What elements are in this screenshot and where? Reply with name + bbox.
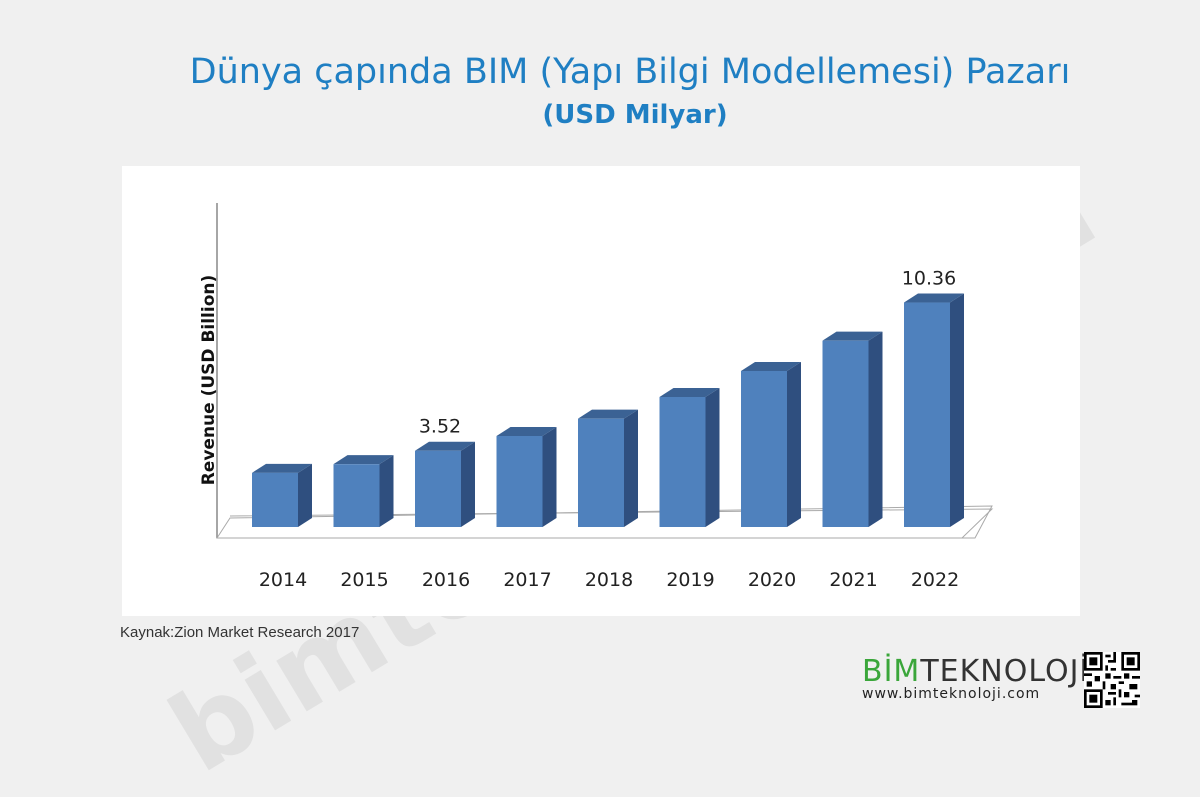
bar-side-2014: [298, 463, 312, 527]
x-tick-label-2022: 2022: [911, 569, 959, 591]
bar-side-2016: [461, 441, 475, 527]
data-label-2022: 10.36: [902, 268, 956, 290]
bar-chart: 2014 2015 2016 3.52 2017 2018 2019 2020 2021 2022…: [199, 203, 994, 591]
source-note: Kaynak:Zion Market Research 2017: [120, 624, 360, 641]
y-axis-label: Revenue (USD Billion): [199, 275, 219, 486]
bar-2016: [415, 450, 461, 527]
bar-side-2015: [379, 455, 394, 527]
bar-top-2018: [578, 409, 638, 419]
x-tick-label-2014: 2014: [259, 569, 307, 591]
bar-2020: [741, 371, 787, 527]
x-tick-label-2018: 2018: [585, 569, 633, 591]
logo-bim: BİM: [862, 654, 921, 689]
bar-2015: [333, 464, 380, 527]
bar-top-2022: [904, 293, 964, 303]
bar-2022: [904, 302, 950, 527]
qr-code-icon: [1084, 652, 1140, 708]
bar-side-2021: [868, 331, 883, 527]
bar-2021: [822, 340, 869, 527]
bar-top-2020: [741, 362, 801, 371]
bar-2014: [252, 472, 298, 527]
bar-top-2017: [496, 427, 557, 436]
logo-url: www.bimteknoloji.com: [862, 686, 1041, 702]
bar-top-2021: [822, 331, 883, 341]
bar-2018: [578, 418, 624, 527]
chart-title: Dünya çapında BIM (Yapı Bilgi Modellemes…: [189, 52, 1071, 92]
bar-side-2018: [624, 409, 638, 527]
bar-2017: [496, 436, 543, 527]
bar-side-2020: [787, 362, 801, 527]
bar-top-2019: [659, 388, 720, 397]
brand-logo: BİMTEKNOLOJİ: [862, 654, 1089, 689]
data-label-2016: 3.52: [419, 416, 461, 438]
x-tick-label-2021: 2021: [829, 569, 877, 591]
bar-top-2014: [252, 463, 312, 473]
x-tick-label-2017: 2017: [503, 569, 551, 591]
bar-top-2016: [415, 441, 475, 451]
bar-top-2015: [333, 455, 394, 465]
x-tick-label-2016: 2016: [422, 569, 470, 591]
chart-panel: 2014 2015 2016 3.52 2017 2018 2019 2020 2021 2022…: [122, 166, 1080, 616]
bar-side-2019: [705, 388, 720, 527]
x-tick-label-2015: 2015: [340, 569, 388, 591]
x-tick-label-2020: 2020: [748, 569, 796, 591]
logo-tek: TEKNOLOJİ: [920, 654, 1090, 689]
chart-subtitle: (USD Milyar): [542, 100, 728, 130]
bar-side-2022: [950, 293, 964, 527]
x-tick-label-2019: 2019: [666, 569, 714, 591]
bar-side-2017: [542, 427, 557, 527]
bar-2019: [659, 397, 706, 527]
